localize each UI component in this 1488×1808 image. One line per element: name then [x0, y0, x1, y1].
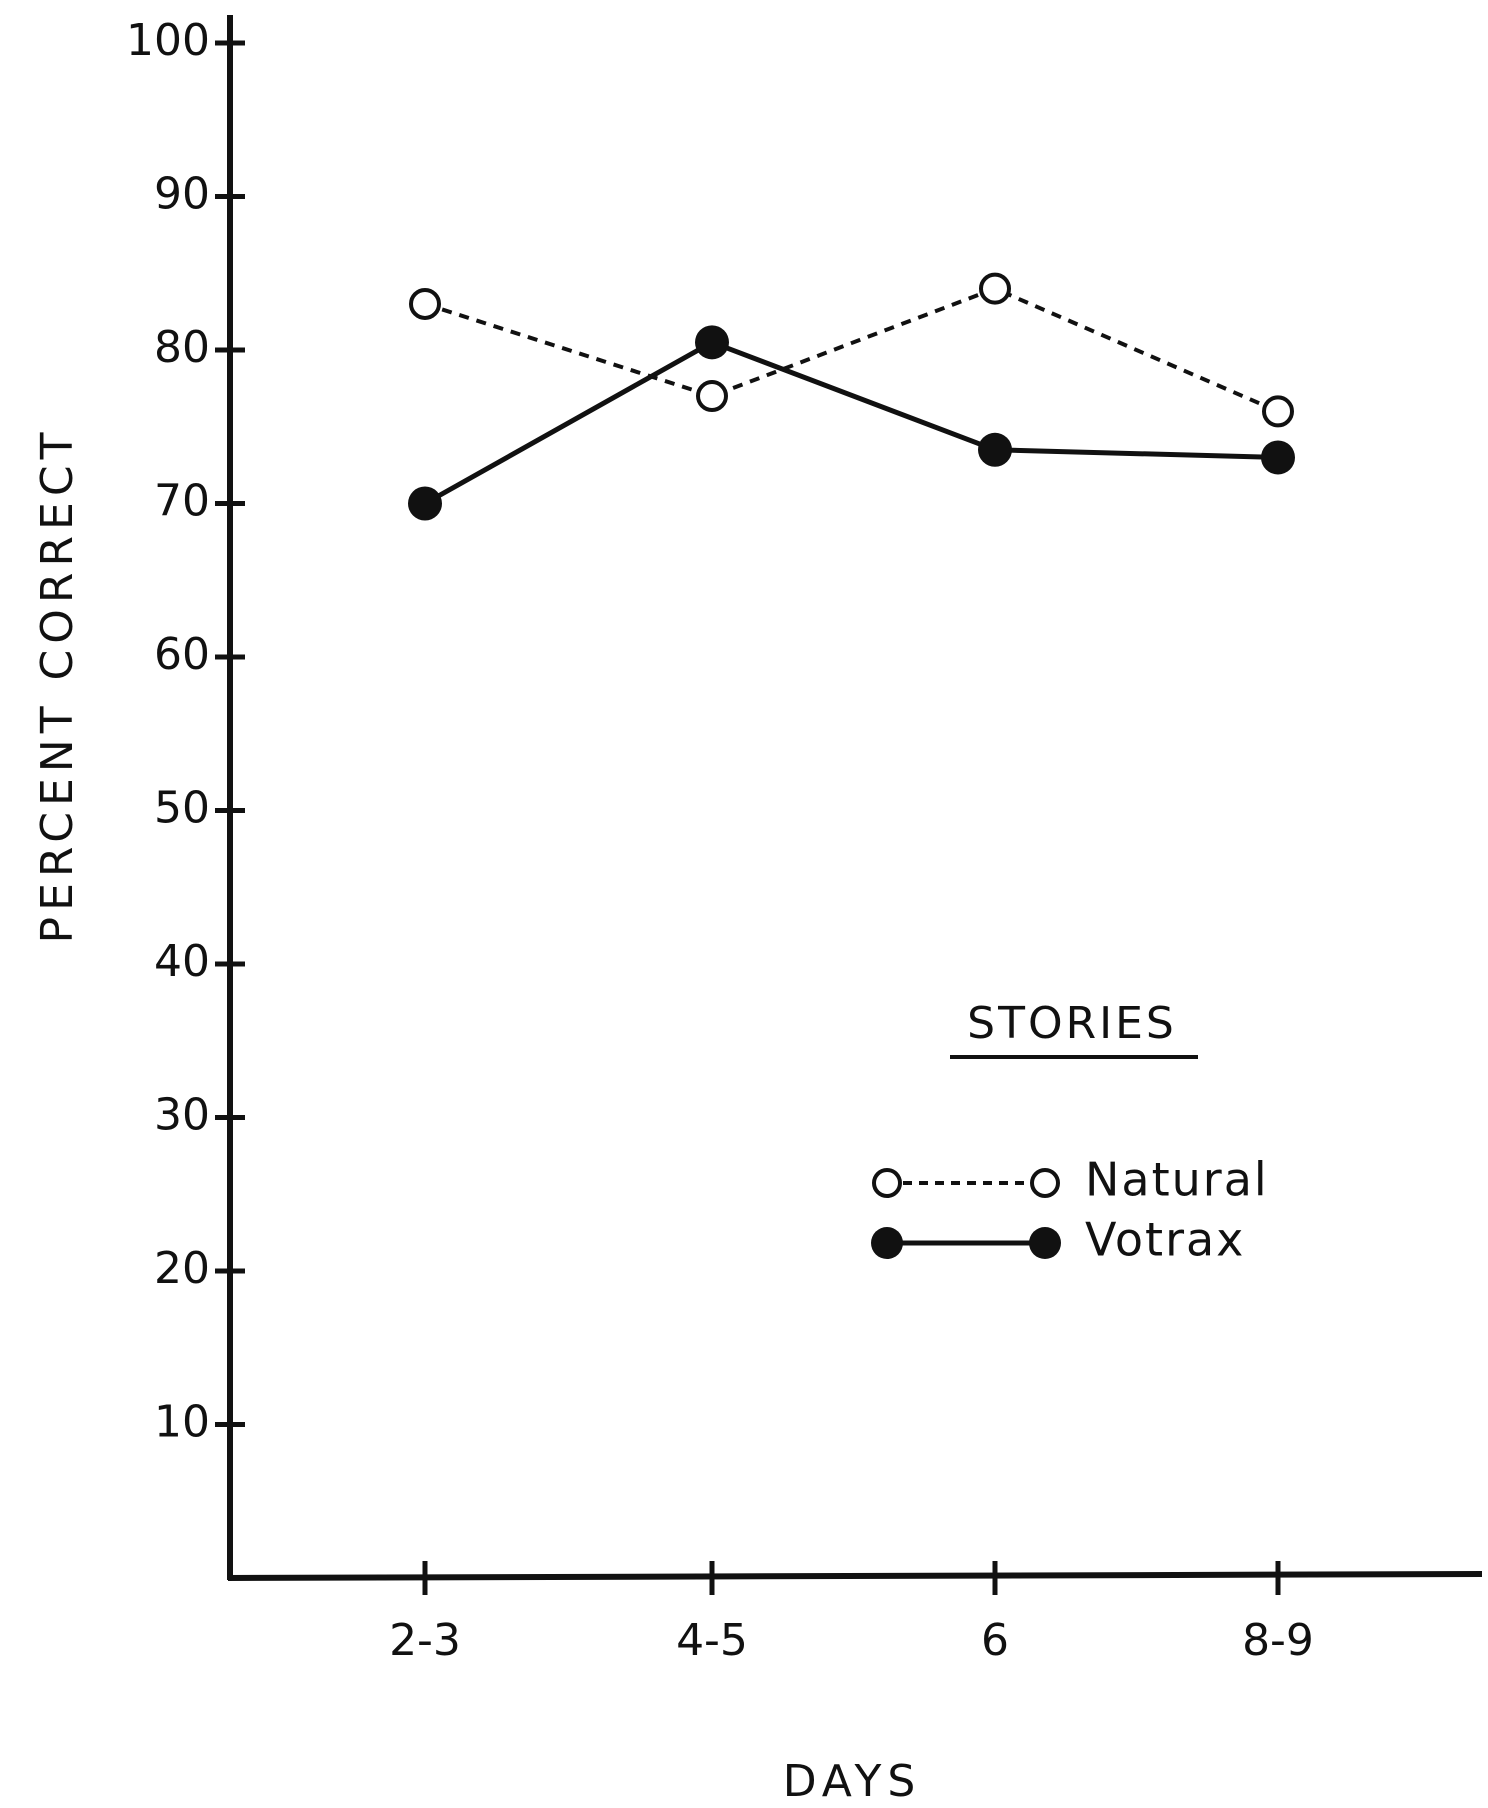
series-line-natural: [424, 286, 1279, 414]
series-line-votrax: [423, 339, 1279, 506]
y-tick-label: 100: [126, 15, 210, 66]
legend-swatch-marker-votrax: [1029, 1227, 1061, 1259]
data-point-votrax: [408, 486, 442, 521]
x-tick-label: 8-9: [1242, 1615, 1314, 1666]
legend-label-votrax: Votrax: [1085, 1213, 1245, 1267]
y-tick-label: 50: [154, 783, 210, 834]
y-tick-label: 80: [154, 322, 210, 373]
x-tick-label: 4-5: [676, 1615, 748, 1666]
legend-item-votrax: Votrax: [871, 1213, 1245, 1267]
data-point-natural: [696, 380, 728, 413]
y-ticks: 10 20 30 40 50 60 70 80 90 100: [126, 15, 245, 1448]
x-tick-label: 2-3: [389, 1615, 461, 1666]
y-tick-label: 10: [154, 1397, 210, 1448]
axes: [227, 15, 1483, 1581]
y-tick-label: 90: [154, 169, 210, 220]
legend-title: STORIES: [967, 998, 1177, 1049]
legend-swatch-marker-natural: [872, 1168, 902, 1198]
data-point-natural: [409, 287, 441, 320]
x-tick-label: 6: [981, 1615, 1009, 1666]
y-tick-label: 40: [154, 936, 210, 987]
legend-swatch-marker-natural: [1030, 1168, 1060, 1198]
y-tick-label: 70: [154, 476, 210, 527]
legend-swatch-marker-votrax: [871, 1227, 903, 1259]
y-axis-title: PERCENT CORRECT: [32, 427, 83, 944]
x-axis-line: [227, 1571, 1483, 1581]
y-tick-label: 30: [154, 1090, 210, 1141]
legend: STORIES Natural Votrax: [871, 998, 1269, 1267]
data-point-natural: [1262, 395, 1294, 428]
legend-items: Natural Votrax: [871, 1153, 1269, 1267]
legend-item-natural: Natural: [872, 1153, 1269, 1207]
series-natural: [409, 272, 1294, 428]
data-point-votrax: [1261, 440, 1295, 475]
legend-label-natural: Natural: [1085, 1153, 1269, 1207]
y-tick-label: 60: [154, 629, 210, 680]
x-ticks: 2-3 4-5 6 8-9: [389, 1561, 1314, 1666]
data-point-votrax: [695, 325, 729, 360]
y-tick-label: 20: [154, 1243, 210, 1294]
series-votrax: [408, 325, 1295, 521]
data-point-natural: [979, 272, 1011, 305]
x-axis-title: DAYS: [783, 1756, 922, 1807]
data-point-votrax: [978, 432, 1012, 467]
series-layer: [408, 272, 1295, 521]
